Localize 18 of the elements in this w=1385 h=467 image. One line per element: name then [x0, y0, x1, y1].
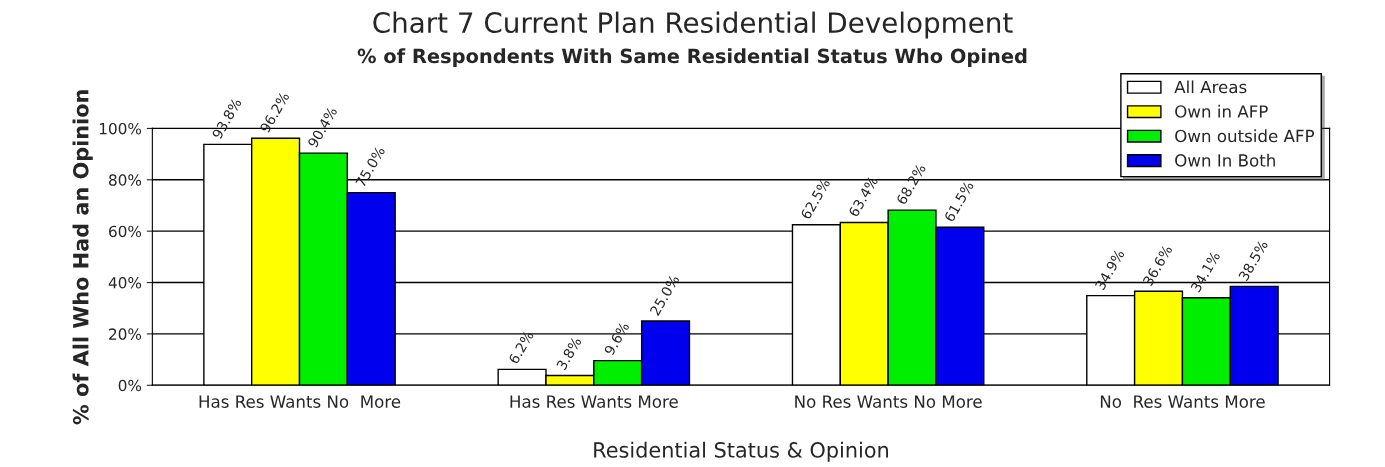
y-tick-label: 20% — [109, 328, 142, 340]
y-tick-label: 100% — [99, 122, 142, 135]
x-tick-label: No Res Wants More — [1100, 395, 1265, 408]
x-tick-label: Has Res Wants More — [510, 395, 678, 408]
x-tick-label: Has Res Wants No More — [199, 395, 401, 408]
y-tick-label: 40% — [108, 277, 142, 289]
legend-label: Own outside AFP — [1175, 129, 1315, 143]
y-tick-label: 80% — [109, 174, 142, 186]
y-axis-title: % of All Who Had an Opinion — [72, 90, 93, 425]
y-tick-label: 60% — [109, 225, 142, 238]
legend-label: All Areas — [1174, 80, 1247, 94]
chart-subtitle: % of Respondents With Same Residential Status Who Opined — [357, 48, 1027, 68]
x-tick-label: No Res Wants No More — [795, 395, 982, 408]
x-axis-title: Residential Status & Opinion — [594, 441, 889, 462]
chart-title: Chart 7 Current Plan Residential Development — [373, 11, 1013, 39]
y-tick-label: 0% — [118, 379, 142, 392]
legend-label: Own In Both — [1175, 153, 1275, 167]
legend-label: Own in AFP — [1175, 104, 1268, 118]
